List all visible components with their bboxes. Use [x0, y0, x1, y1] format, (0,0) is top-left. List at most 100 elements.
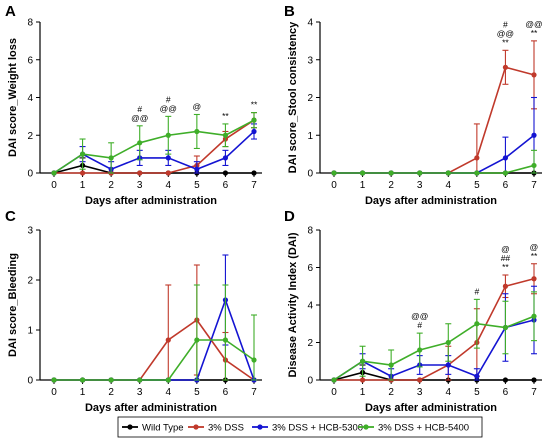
significance-label: **: [531, 28, 538, 38]
data-point: [359, 358, 366, 364]
series-line: [333, 371, 534, 381]
legend-item: 3% DSS + HCB-5300: [252, 423, 363, 434]
y-tick-label: 3: [27, 226, 33, 237]
panel-letter: D: [284, 208, 295, 225]
x-tick-label: 2: [108, 387, 114, 398]
legend-swatch-marker: [363, 424, 369, 430]
data-point: [502, 170, 509, 176]
y-tick-label: 1: [307, 131, 313, 142]
series-3: [51, 112, 257, 176]
data-point: [251, 170, 257, 176]
data-point: [417, 170, 423, 176]
data-point: [531, 72, 537, 78]
data-point: [331, 377, 337, 383]
data-point: [79, 151, 86, 157]
y-axis-title: Disease Activity Index (DAI): [287, 232, 299, 377]
x-tick-label: 7: [251, 387, 257, 398]
x-tick-label: 1: [360, 387, 366, 398]
data-point: [417, 377, 423, 383]
panel-letter: B: [284, 3, 295, 20]
series-line: [54, 339, 255, 381]
panel-letter: C: [5, 208, 16, 225]
x-tick-label: 3: [137, 387, 143, 398]
significance-label: @: [501, 244, 510, 254]
significance-label: **: [251, 100, 258, 110]
y-tick-label: 4: [27, 93, 33, 104]
x-tick-label: 1: [80, 180, 86, 191]
x-tick-label: 2: [388, 387, 394, 398]
y-tick-label: 2: [27, 131, 33, 142]
data-point: [502, 64, 509, 70]
legend-swatch-marker: [127, 424, 133, 430]
significance-label: **: [531, 251, 538, 261]
legend-swatch-marker: [193, 424, 199, 430]
x-axis-title: Days after administration: [85, 402, 217, 414]
data-point: [359, 377, 366, 383]
x-tick-label: 6: [223, 387, 229, 398]
legend-label: 3% DSS + HCB-5400: [378, 423, 469, 434]
data-point: [502, 283, 509, 289]
data-point: [222, 155, 229, 161]
data-point: [165, 155, 171, 161]
x-tick-label: 1: [360, 180, 366, 191]
data-point: [79, 170, 86, 176]
y-tick-label: 2: [307, 93, 313, 104]
significance-label: ##: [501, 253, 511, 263]
x-tick-label: 6: [503, 387, 509, 398]
data-point: [474, 155, 480, 161]
legend-box: [117, 416, 483, 438]
x-tick-label: 5: [474, 387, 480, 398]
data-point: [445, 362, 451, 368]
y-tick-label: 0: [27, 169, 33, 180]
significance-label: @: [530, 242, 539, 252]
significance-label: @@: [411, 311, 428, 321]
x-tick-label: 2: [388, 180, 394, 191]
series-line: [334, 164, 535, 174]
x-tick-label: 3: [417, 387, 423, 398]
legend-item: 3% DSS: [188, 423, 244, 434]
significance-label: **: [502, 37, 509, 47]
significance-label: #: [137, 104, 142, 114]
series-1: [331, 40, 537, 176]
data-point: [531, 132, 537, 138]
legend-label: 3% DSS + HCB-5300: [272, 423, 363, 434]
data-point: [531, 313, 537, 319]
data-point: [388, 362, 394, 368]
data-point: [165, 377, 171, 383]
x-axis-title: Days after administration: [365, 195, 497, 207]
data-point: [222, 337, 229, 343]
data-point: [502, 155, 509, 161]
y-tick-label: 3: [307, 55, 313, 66]
significance-label: @@: [525, 19, 542, 29]
x-axis-title: Days after administration: [85, 195, 217, 207]
series-line: [54, 318, 255, 381]
data-point: [165, 132, 171, 138]
significance-label: #: [417, 320, 422, 330]
y-tick-label: 6: [27, 55, 33, 66]
x-tick-label: 3: [137, 180, 143, 191]
data-point: [79, 377, 86, 383]
data-point: [417, 347, 423, 353]
x-tick-label: 3: [417, 180, 423, 191]
data-point: [531, 377, 537, 383]
series-line: [54, 119, 255, 174]
data-point: [251, 357, 257, 363]
data-point: [445, 170, 451, 176]
y-axis-title: DAI score_Stool consistency: [287, 21, 299, 173]
x-tick-label: 2: [108, 180, 114, 191]
x-tick-label: 0: [331, 180, 337, 191]
y-tick-label: 0: [307, 376, 313, 387]
data-point: [194, 128, 200, 135]
series-line: [53, 130, 255, 174]
legend-swatch-marker: [257, 424, 263, 430]
data-point: [165, 337, 171, 343]
series-2: [331, 96, 537, 176]
data-point: [51, 170, 57, 176]
series-line: [333, 315, 535, 381]
data-point: [531, 276, 537, 282]
legend-item: 3% DSS + HCB-5400: [358, 423, 469, 434]
data-point: [108, 155, 114, 161]
panel-a: A 0 2 4 6 8 0 1 2 3 4 5 6 7 Days after administration D…: [5, 3, 262, 207]
